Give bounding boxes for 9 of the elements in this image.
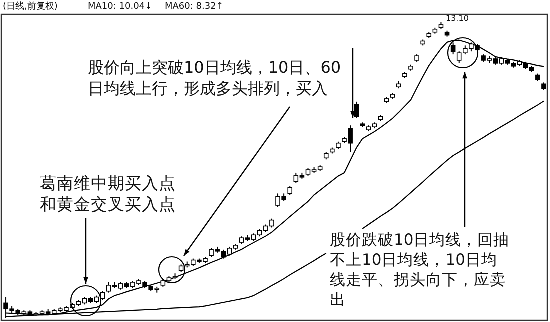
annotation: 股价向上突破10日均线，10日、60日均线上行，形成多头排列，买入 — [88, 58, 342, 100]
text: (日线,前复权) — [3, 2, 58, 14]
candlestick — [450, 42, 456, 56]
annotation: 13.10 — [446, 14, 469, 24]
annotation: 股价跌破10日均线，回抽不上10日均线，10日均线走平、拐头向下，应卖出 — [330, 230, 511, 311]
text: MA60: 8.32↑ — [165, 2, 224, 14]
text: MA10: 10.04↓ — [88, 2, 153, 14]
candlestick — [354, 101, 359, 119]
annotation: 葛南维中期买入点和黄金交叉买入点 — [40, 173, 177, 216]
